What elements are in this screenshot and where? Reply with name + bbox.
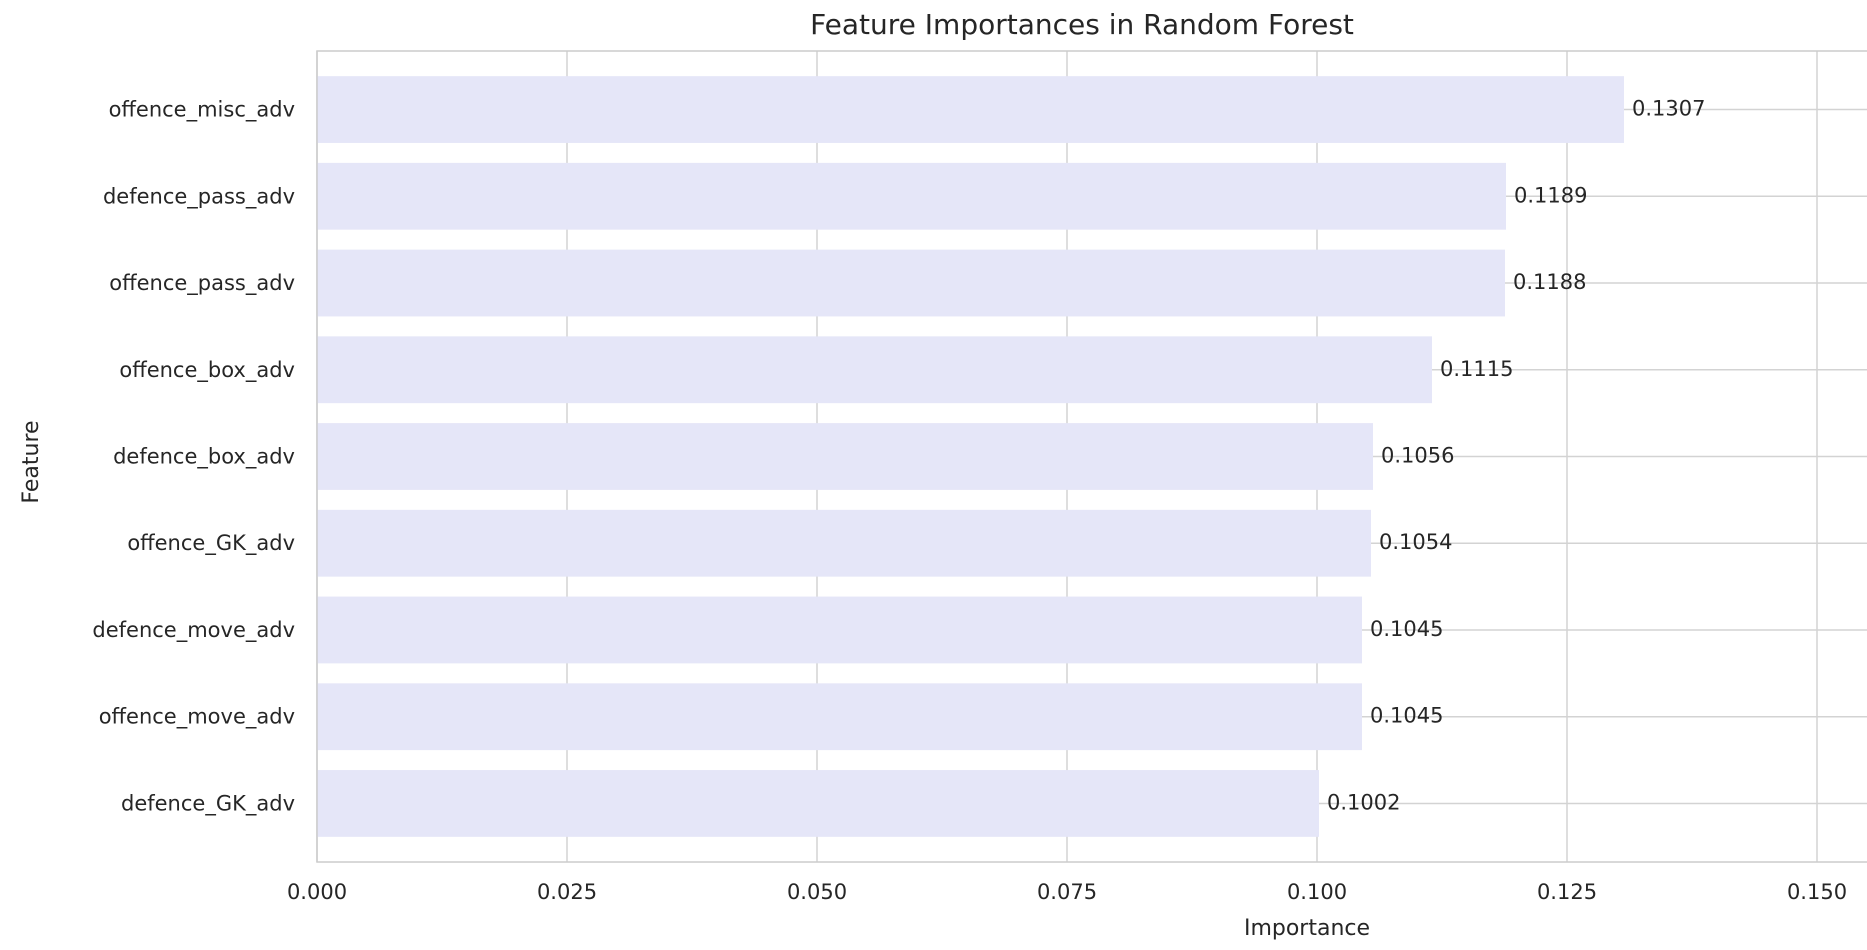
bar-value-labels: 0.1307 0.1189 0.1188 0.1115 0.1056 0.1054 0.10…	[1327, 97, 1705, 815]
y-tick-label: offence_move_adv	[99, 705, 295, 730]
bar	[317, 162, 1506, 230]
bar-value-label: 0.1189	[1514, 183, 1587, 207]
bar-value-label: 0.1054	[1379, 530, 1452, 554]
bar-value-label: 0.1002	[1327, 790, 1400, 814]
x-tick-label: 0.000	[287, 880, 347, 904]
bar	[317, 683, 1362, 751]
x-tick-label: 0.025	[537, 880, 597, 904]
bar	[317, 423, 1373, 490]
bar-value-label: 0.1045	[1370, 617, 1443, 641]
bar-value-label: 0.1115	[1440, 357, 1513, 381]
x-axis-label: Importance	[1244, 916, 1370, 941]
bar-value-label: 0.1045	[1370, 704, 1443, 728]
x-tick-label: 0.125	[1537, 880, 1597, 904]
bar	[317, 596, 1362, 664]
bar	[317, 249, 1505, 317]
y-tick-label: offence_box_adv	[119, 358, 295, 383]
bar-value-label: 0.1307	[1632, 97, 1705, 121]
plot-frame	[316, 50, 1867, 863]
x-tick-label: 0.100	[1287, 880, 1347, 904]
chart-title: Feature Importances in Random Forest	[810, 8, 1354, 41]
x-tick-label: 0.150	[1787, 880, 1847, 904]
y-tick-label: defence_move_adv	[92, 618, 295, 643]
y-tick-label: defence_pass_adv	[103, 184, 295, 209]
x-tick-labels: 0.000 0.025 0.050 0.075 0.100 0.125 0.150	[287, 880, 1847, 904]
bar	[317, 76, 1624, 143]
bar	[317, 336, 1432, 404]
y-tick-label: offence_misc_adv	[109, 98, 295, 123]
bar-value-label: 0.1188	[1513, 270, 1586, 294]
bar-value-label: 0.1056	[1381, 444, 1454, 468]
y-tick-label: defence_box_adv	[113, 445, 295, 470]
bar	[317, 770, 1319, 837]
x-tick-label: 0.075	[1037, 880, 1097, 904]
y-tick-labels: offence_misc_adv defence_pass_adv offence_…	[92, 98, 295, 817]
y-tick-label: offence_GK_adv	[127, 531, 295, 556]
y-tick-label: defence_GK_adv	[121, 791, 295, 816]
x-tick-label: 0.050	[787, 880, 847, 904]
bars	[317, 76, 1624, 837]
y-tick-label: offence_pass_adv	[109, 271, 295, 296]
bar	[317, 509, 1371, 577]
y-axis-label: Feature	[19, 420, 44, 503]
